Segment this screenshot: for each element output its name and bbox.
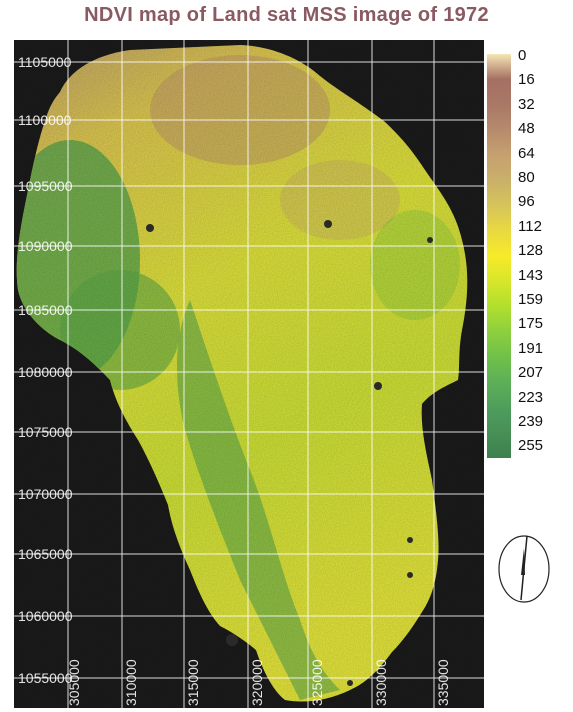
- easting-label: 325000: [309, 659, 325, 706]
- northing-label: 1070000: [18, 486, 73, 502]
- coordinate-grid: [14, 40, 484, 708]
- northing-label: 1060000: [18, 608, 73, 624]
- legend-value: 207: [518, 364, 544, 382]
- legend-value: 112: [518, 217, 542, 235]
- easting-label: 330000: [373, 659, 389, 706]
- easting-label: 315000: [185, 659, 201, 706]
- north-arrow-icon: [494, 530, 554, 613]
- legend-value: 175: [518, 315, 544, 333]
- legend-value: 128: [518, 242, 544, 260]
- northing-label: 1055000: [18, 670, 73, 686]
- legend-value: 16: [518, 71, 535, 89]
- water-spots: [146, 220, 433, 686]
- easting-label: 310000: [123, 659, 139, 706]
- northing-label: 1105000: [18, 54, 72, 70]
- easting-labels: 305000 310000 315000 320000 325000 33000…: [66, 659, 451, 706]
- easting-label: 305000: [66, 659, 82, 706]
- legend-value: 32: [518, 95, 535, 113]
- legend-value: 239: [518, 413, 544, 430]
- map-title: NDVI map of Land sat MSS image of 1972: [84, 4, 489, 26]
- legend-value: 96: [518, 193, 535, 211]
- legend-value: 80: [518, 169, 535, 186]
- northing-label: 1075000: [18, 424, 73, 440]
- northing-label: 1090000: [18, 238, 73, 254]
- legend-value: 255: [518, 437, 544, 455]
- legend-color-bar: [487, 54, 511, 458]
- legend-value: 223: [518, 388, 544, 406]
- easting-label: 320000: [249, 659, 265, 706]
- legend-value: 48: [518, 120, 535, 138]
- northing-label: 1100000: [18, 112, 72, 128]
- northing-label: 1095000: [18, 178, 73, 194]
- northing-labels: 1105000 1100000 1095000 1090000 1085000 …: [18, 54, 73, 686]
- legend-value: 191: [518, 339, 544, 357]
- northing-label: 1085000: [18, 302, 73, 318]
- legend-value: 159: [518, 291, 544, 308]
- easting-label: 335000: [435, 659, 451, 706]
- legend-value: 64: [518, 144, 535, 162]
- northing-label: 1065000: [18, 546, 73, 562]
- northing-label: 1080000: [18, 364, 73, 380]
- legend-value: 143: [518, 266, 544, 284]
- legend-value: 0: [518, 47, 527, 64]
